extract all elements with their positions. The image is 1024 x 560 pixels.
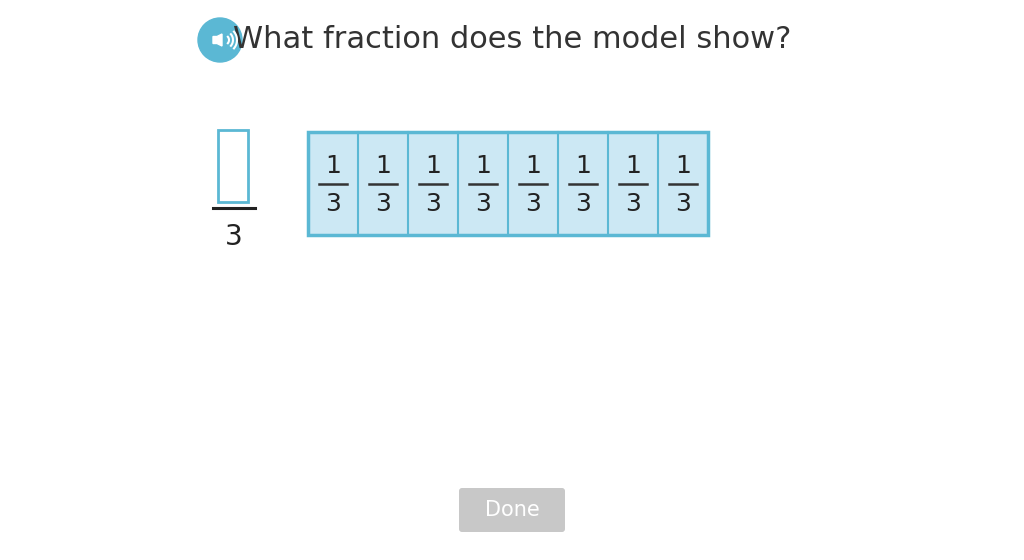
Text: 3: 3 (425, 192, 441, 216)
Text: 1: 1 (375, 154, 391, 178)
Text: 1: 1 (325, 154, 341, 178)
Text: 3: 3 (525, 192, 541, 216)
Text: Done: Done (484, 500, 540, 520)
Text: 3: 3 (675, 192, 691, 216)
Text: 3: 3 (225, 223, 243, 251)
Text: 1: 1 (575, 154, 591, 178)
Text: 3: 3 (475, 192, 490, 216)
Text: 1: 1 (525, 154, 541, 178)
Text: 1: 1 (475, 154, 490, 178)
Bar (308, 132, 708, 235)
Bar (218, 130, 248, 202)
Text: 3: 3 (575, 192, 591, 216)
Text: What fraction does the model show?: What fraction does the model show? (232, 26, 792, 54)
Circle shape (198, 18, 242, 62)
Text: 3: 3 (375, 192, 391, 216)
Polygon shape (213, 34, 222, 46)
Text: 3: 3 (325, 192, 341, 216)
Text: 3: 3 (625, 192, 641, 216)
Text: 1: 1 (425, 154, 441, 178)
FancyBboxPatch shape (459, 488, 565, 532)
Text: 1: 1 (675, 154, 691, 178)
Text: 1: 1 (625, 154, 641, 178)
